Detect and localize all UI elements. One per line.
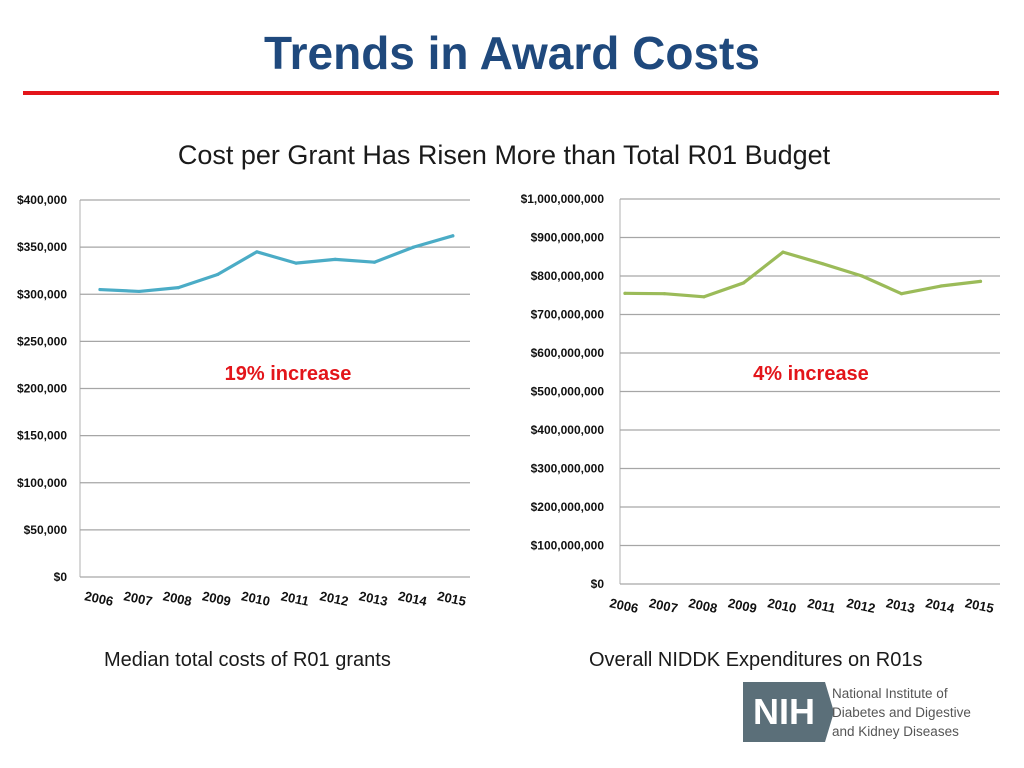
data-point <box>623 291 627 295</box>
data-point <box>662 292 667 296</box>
y-tick-label: $1,000,000,000 <box>521 192 605 206</box>
data-point <box>98 287 102 292</box>
nih-logo-chevron <box>825 682 834 742</box>
logo-line-3: and Kidney Diseases <box>832 724 959 739</box>
data-point <box>412 245 416 249</box>
slide-subtitle: Cost per Grant Has Risen More than Total… <box>177 140 831 170</box>
y-tick-label: $300,000 <box>17 287 67 301</box>
data-point <box>860 274 864 278</box>
x-tick-label: 2015 <box>436 588 467 609</box>
series-line <box>98 234 455 294</box>
x-tick-label: 2006 <box>608 595 639 616</box>
x-tick-label: 2009 <box>201 588 232 609</box>
increase-annotation: 19% increase <box>225 363 352 385</box>
y-tick-label: $250,000 <box>17 334 67 348</box>
x-tick-label: 2011 <box>806 595 837 616</box>
x-tick-label: 2011 <box>280 588 311 609</box>
y-tick-label: $700,000,000 <box>531 308 605 322</box>
x-tick-label: 2007 <box>648 595 679 616</box>
y-tick-label: $800,000,000 <box>531 269 605 283</box>
x-tick-label: 2014 <box>397 588 429 609</box>
y-tick-label: $900,000,000 <box>531 231 605 245</box>
data-point <box>978 279 983 283</box>
nih-logo-text: National Institute of Diabetes and Diges… <box>832 684 971 741</box>
x-tick-label: 2007 <box>122 588 153 609</box>
x-tick-label: 2008 <box>162 588 193 609</box>
y-tick-label: $0 <box>54 570 68 584</box>
y-tick-label: $400,000 <box>17 193 67 207</box>
y-tick-label: $600,000,000 <box>531 346 605 360</box>
slide-title: Trends in Award Costs <box>264 27 760 79</box>
data-point <box>333 257 337 261</box>
x-tick-label: 2008 <box>687 595 718 616</box>
title-divider <box>23 91 999 95</box>
caption-left: Median total costs of R01 grants <box>104 649 391 671</box>
data-point <box>372 260 376 264</box>
data-point <box>781 250 785 254</box>
y-tick-label: $300,000,000 <box>531 462 605 476</box>
x-tick-label: 2012 <box>318 588 349 609</box>
x-tick-label: 2014 <box>924 595 956 616</box>
y-tick-label: $150,000 <box>17 429 67 443</box>
data-point <box>702 295 706 299</box>
data-point <box>255 250 259 254</box>
data-point <box>137 289 141 294</box>
y-tick-label: $0 <box>591 577 605 591</box>
x-tick-label: 2013 <box>358 588 389 609</box>
y-tick-label: $350,000 <box>17 240 67 254</box>
data-point <box>216 272 220 277</box>
nih-logo-mark: NIH <box>743 682 825 742</box>
x-tick-label: 2012 <box>845 595 876 616</box>
y-tick-label: $400,000,000 <box>531 423 605 437</box>
x-tick-label: 2009 <box>727 595 758 616</box>
x-tick-label: 2010 <box>766 595 797 616</box>
caption-right: Overall NIDDK Expenditures on R01s <box>589 649 923 671</box>
x-tick-label: 2006 <box>83 588 114 609</box>
data-point <box>899 292 904 296</box>
y-tick-label: $100,000 <box>17 476 67 490</box>
data-point <box>451 234 455 238</box>
x-tick-label: 2010 <box>240 588 271 609</box>
x-tick-label: 2015 <box>964 595 995 616</box>
logo-line-2: Diabetes and Digestive <box>832 705 971 720</box>
data-point <box>294 261 298 265</box>
data-point <box>939 284 943 288</box>
y-tick-label: $100,000,000 <box>531 539 605 553</box>
y-tick-label: $500,000,000 <box>531 385 605 399</box>
increase-annotation: 4% increase <box>753 363 869 385</box>
y-tick-label: $200,000 <box>17 382 67 396</box>
y-tick-label: $200,000,000 <box>531 500 605 514</box>
data-point <box>820 262 825 266</box>
series-line <box>623 250 983 299</box>
data-point <box>176 286 180 290</box>
nih-niddk-logo: NIH National Institute of Diabetes and D… <box>743 682 983 742</box>
y-tick-label: $50,000 <box>24 523 68 537</box>
logo-line-1: National Institute of <box>832 686 948 701</box>
x-tick-label: 2013 <box>885 595 916 616</box>
data-point <box>741 281 746 285</box>
